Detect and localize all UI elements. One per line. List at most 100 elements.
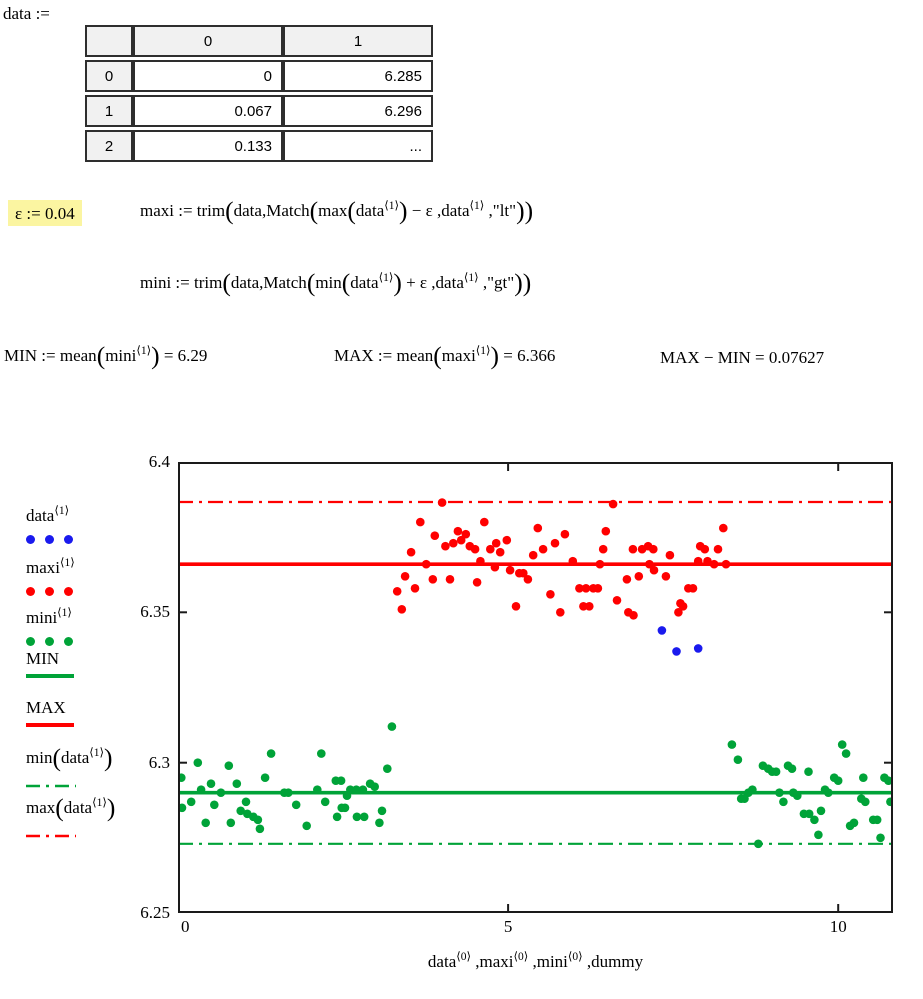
legend-entry-maxi-col1: maxi⟨1⟩ [26,557,83,597]
legend-symbol-dashdot [26,826,115,837]
math-text: ,mini [528,952,568,971]
math-text: MAX [26,698,66,717]
legend-label: min(data⟨1⟩) [26,745,113,771]
math-text: maxi [441,346,476,365]
x-tick-label: 0 [181,917,190,936]
table-row-index: 1 [85,95,133,127]
legend-dot [45,535,54,545]
table-cell[interactable]: ... [283,130,433,162]
scatter-plot-svg [177,462,895,913]
math-text: MIN [26,649,60,668]
legend-dot [26,535,35,545]
legend-dot [64,535,73,545]
table-col-header: 1 [283,25,433,57]
maxi-definition[interactable]: maxi := trim(data,Match(max(data⟨1⟩) − ε… [140,198,533,224]
math-text: ,"lt" [484,201,517,220]
big-paren: ( [341,268,351,297]
legend-dot [26,637,35,647]
legend-entry-max-data: max(data⟨1⟩) [26,795,115,837]
math-text: data,Match [230,273,307,292]
math-text: MAX := mean [334,346,434,365]
big-paren: ( [52,743,61,772]
legend-symbol-dots [26,531,83,545]
x-tick-label: 10 [829,917,847,936]
big-paren: ) [106,793,116,822]
mini-definition[interactable]: mini := trim(data,Match(min(data⟨1⟩) + ε… [140,270,531,296]
big-paren: ) [516,196,525,225]
legend-label: data⟨1⟩ [26,505,83,526]
math-text: max [26,798,56,817]
table-col-header: 0 [133,25,283,57]
legend-dot [64,587,73,597]
math-text: min [315,273,342,292]
data-table[interactable]: 0 1 0 0 6.285 1 0.067 6.296 2 0.133... [85,22,433,165]
legend-label: maxi⟨1⟩ [26,557,83,578]
math-text: ,dummy [582,952,644,971]
max-minus-min-result[interactable]: MAX − MIN = 0.07627 [660,347,824,368]
epsilon-equation: ε := 0.04 [15,204,75,223]
superscript: ⟨1⟩ [378,272,394,284]
legend-entry-MAX: MAX [26,697,74,732]
superscript: ⟨1⟩ [60,557,75,569]
big-paren: ( [55,793,64,822]
math-text: MIN := mean [4,346,97,365]
superscript: ⟨1⟩ [136,345,152,357]
superscript: ⟨1⟩ [463,272,479,284]
legend-symbol-dots [26,633,83,647]
math-text: ,"gt" [478,273,515,292]
superscript: ⟨1⟩ [475,345,491,357]
math-text: + ε ,data [401,273,464,292]
legend-entry-data-col1: data⟨1⟩ [26,505,83,545]
data-variable-label[interactable]: data := [3,4,50,23]
table-col-header [85,25,133,57]
legend-label: MIN [26,648,74,669]
table-cell[interactable]: 6.296 [283,95,433,127]
legend-symbol-line [26,723,74,732]
data-table-region[interactable]: 0 1 0 0 6.285 1 0.067 6.296 2 0.133... [85,22,433,165]
max-definition[interactable]: MAX := mean(maxi⟨1⟩) = 6.366 [334,343,555,369]
math-text: MAX − MIN = 0.07627 [660,348,825,367]
big-paren: ) [393,268,402,297]
table-cell[interactable]: 0 [133,60,283,92]
math-text: min [26,748,53,767]
epsilon-definition[interactable]: ε := 0.04 [8,200,82,227]
table-row: 0 0 6.285 [85,60,433,92]
math-text: mini [105,346,137,365]
table-row-index: 2 [85,130,133,162]
series-maxi [392,498,731,620]
legend-label: max(data⟨1⟩) [26,795,115,821]
big-paren: ( [96,341,106,370]
x-tick-label: 5 [503,917,513,936]
legend-symbol-dashdot [26,776,113,787]
math-text: maxi [26,558,60,577]
min-definition[interactable]: MIN := mean(mini⟨1⟩) = 6.29 [4,343,207,369]
math-text: − ε ,data [407,201,470,220]
legend-dashdot [26,784,76,787]
big-paren: ( [433,341,442,370]
superscript: ⟨0⟩ [513,951,529,963]
table-cell[interactable]: 6.285 [283,60,433,92]
math-text: data [355,201,385,220]
math-text: = 6.29 [159,346,208,365]
table-cell[interactable]: 0.067 [133,95,283,127]
big-paren: ( [222,268,231,297]
legend-dot [45,637,54,647]
legend-label: mini⟨1⟩ [26,607,83,628]
plot-frame [178,462,893,913]
y-tick-label: 6.35 [140,602,170,622]
table-row-index: 0 [85,60,133,92]
big-paren: ( [347,196,356,225]
math-text: ,maxi [470,952,514,971]
xy-plot[interactable] [177,462,895,913]
table-cell[interactable]: 0.133 [133,130,283,162]
series-data [657,626,703,656]
legend-line [26,674,74,679]
math-text: mini [26,608,58,627]
legend-entry-min-data: min(data⟨1⟩) [26,745,113,787]
math-text: = 6.366 [499,346,556,365]
legend-dot [26,587,35,597]
math-text: data [350,273,379,292]
math-text: data [63,798,93,817]
y-tick-label: 6.4 [148,452,170,471]
